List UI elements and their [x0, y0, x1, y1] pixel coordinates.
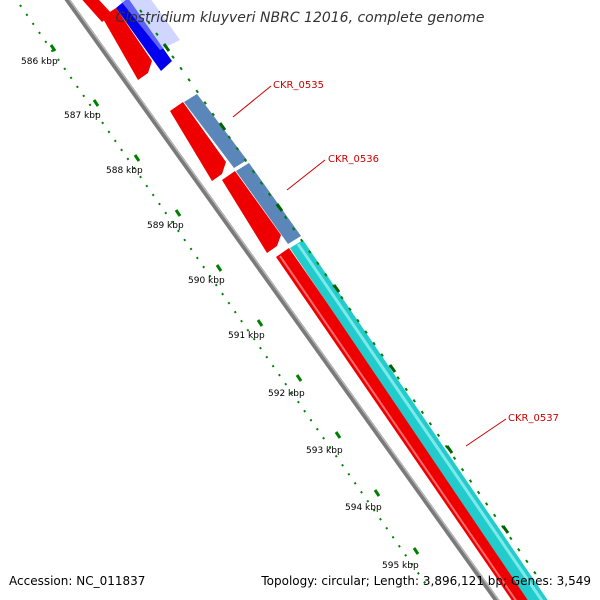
- ruler-major-tick: [133, 154, 141, 162]
- gene-label-ckr-0535[interactable]: CKR_0535: [273, 80, 324, 91]
- tick-label-591: 591 kbp: [228, 331, 265, 341]
- outer-major-tick: [388, 364, 397, 373]
- ruler-major-tick: [295, 374, 303, 382]
- gene-feature-red-shade: [279, 255, 517, 600]
- leader-line-ckr-0536: [286, 159, 326, 191]
- ruler-major-tick: [256, 319, 264, 327]
- gene-feature-ckr-0536[interactable]: [236, 163, 301, 244]
- ruler-major-tick: [49, 44, 57, 52]
- outer-major-tick: [445, 445, 454, 454]
- tick-label-590: 590 kbp: [188, 276, 225, 286]
- genome-info-text: Topology: circular; Length: 3,896,121 bp…: [261, 574, 591, 588]
- tick-label-587: 587 kbp: [64, 111, 101, 121]
- tick-label-586: 586 kbp: [21, 57, 58, 67]
- gene-label-ckr-0537[interactable]: CKR_0537: [508, 413, 559, 424]
- outer-major-tick: [275, 203, 284, 212]
- outer-major-tick: [332, 284, 341, 293]
- gene-feature-cyan-shade: [296, 243, 544, 600]
- gene-feature-blue-fade: [120, 0, 180, 50]
- ruler-major-tick: [174, 209, 182, 217]
- map-title: Clostridium kluyveri NBRC 12016, complet…: [115, 10, 485, 26]
- ruler-major-tick: [412, 547, 420, 555]
- gene-feature-ckr-0535[interactable]: [184, 94, 247, 168]
- tick-label-595: 595 kbp: [382, 561, 419, 571]
- gene-feature-red[interactable]: [102, 8, 152, 80]
- outer-major-ticks: [162, 43, 510, 534]
- outer-major-tick: [218, 122, 227, 131]
- accession-text: Accession: NC_011837: [9, 574, 146, 588]
- tick-label-594: 594 kbp: [345, 503, 382, 513]
- genome-backbone-highlight: [68, 0, 500, 600]
- ruler-major-tick: [215, 264, 223, 272]
- genome-backbone: [64, 0, 500, 600]
- gene-label-ckr-0536[interactable]: CKR_0536: [328, 154, 379, 165]
- ruler-major-ticks: [49, 44, 420, 555]
- outer-major-tick: [162, 43, 171, 52]
- gene-feature-blue[interactable]: [116, 0, 172, 71]
- gene-feature-red[interactable]: [222, 171, 281, 253]
- ruler-major-tick: [373, 489, 381, 497]
- ruler-line: [19, 4, 431, 591]
- outer-major-tick: [501, 525, 510, 534]
- leader-line-ckr-0535: [232, 85, 272, 118]
- ruler-major-tick: [334, 431, 342, 439]
- tick-label-592: 592 kbp: [268, 389, 305, 399]
- ruler-major-tick: [92, 99, 100, 107]
- gene-feature-red[interactable]: [170, 102, 226, 181]
- tick-label-589: 589 kbp: [147, 221, 184, 231]
- tick-label-593: 593 kbp: [306, 446, 343, 456]
- leader-line-ckr-0537: [465, 418, 507, 447]
- tick-label-588: 588 kbp: [106, 166, 143, 176]
